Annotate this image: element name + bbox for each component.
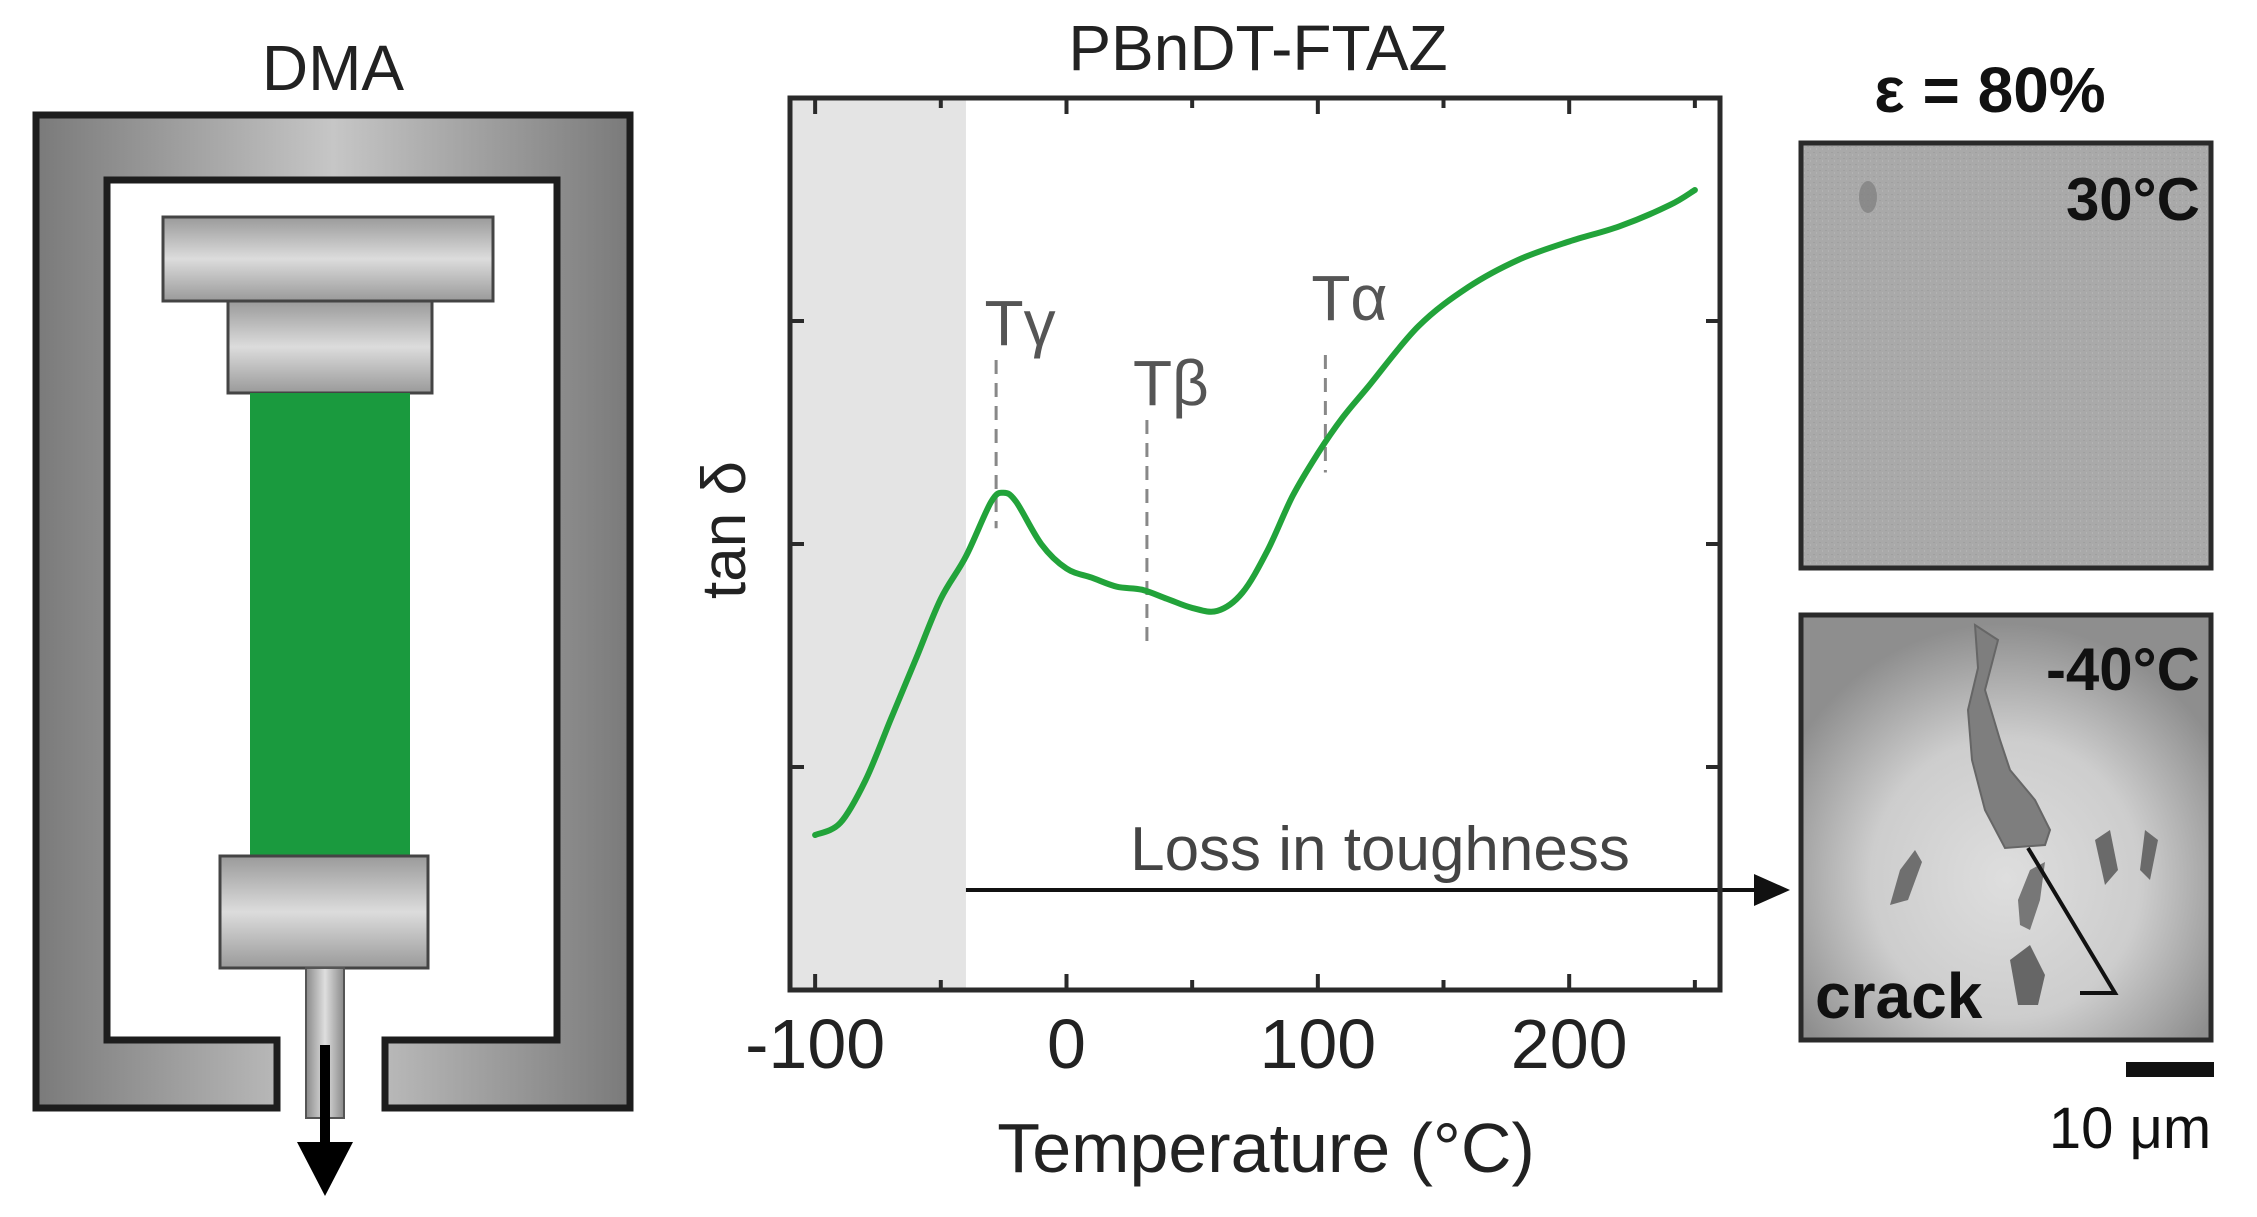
chart: PBnDT-FTAZ -100 0 100 200 Tγ Tβ Tα Loss in to…	[690, 12, 1790, 1187]
crack-branch-right-2	[2140, 830, 2158, 880]
dma-title: DMA	[262, 32, 405, 104]
crack-label: crack	[1815, 960, 1983, 1032]
pull-arrow-head	[297, 1142, 353, 1196]
transition-label: Tβ	[1133, 347, 1209, 419]
strain-label: ε = 80%	[1874, 54, 2105, 126]
top-clamp-plate	[161, 215, 495, 303]
scale-bar	[2126, 1062, 2214, 1077]
crack-branch-center	[2018, 862, 2045, 930]
crack-branch-lower	[2010, 945, 2045, 1005]
dma-schematic: DMA	[32, 32, 634, 1196]
dma-frame	[32, 111, 634, 1112]
loss-toughness-arrow-head	[1754, 874, 1790, 906]
transition-layer: Tγ Tβ Tα	[985, 262, 1387, 645]
transition-label: Tγ	[985, 287, 1056, 359]
crack-branch-right	[2095, 830, 2118, 885]
x-tick-label: 0	[1047, 1005, 1086, 1083]
micrograph-30c-label: 30°C	[2066, 166, 2200, 233]
x-axis-label: Temperature (°C)	[997, 1109, 1535, 1187]
plot-frame	[787, 95, 1723, 993]
x-tick-label: 100	[1259, 1005, 1376, 1083]
micrographs: ε = 80% 30°C -40°C crack 10 μm	[1798, 54, 2214, 1161]
x-tick-label: -100	[745, 1005, 885, 1083]
crack-main	[1966, 623, 2052, 850]
transition-label: Tα	[1311, 262, 1387, 334]
chart-title: PBnDT-FTAZ	[1068, 12, 1447, 84]
series-line-pbndt-ftaz	[812, 187, 1698, 838]
dma-sample	[250, 393, 410, 856]
y-axis-label: tan δ	[690, 461, 759, 599]
shaded-region	[790, 98, 966, 990]
x-tick-label: 200	[1511, 1005, 1628, 1083]
scale-bar-label: 10 μm	[2049, 1096, 2211, 1161]
bottom-clamp-block	[218, 854, 430, 970]
crack-branch-left	[1890, 850, 1922, 905]
micrograph-minus40c-label: -40°C	[2046, 636, 2200, 703]
crack-pointer-line	[2026, 846, 2119, 995]
loss-toughness-label: Loss in toughness	[1130, 815, 1630, 884]
surface-defect	[1859, 181, 1877, 213]
micrograph-30c	[1798, 140, 2214, 571]
top-clamp-block	[226, 299, 434, 395]
